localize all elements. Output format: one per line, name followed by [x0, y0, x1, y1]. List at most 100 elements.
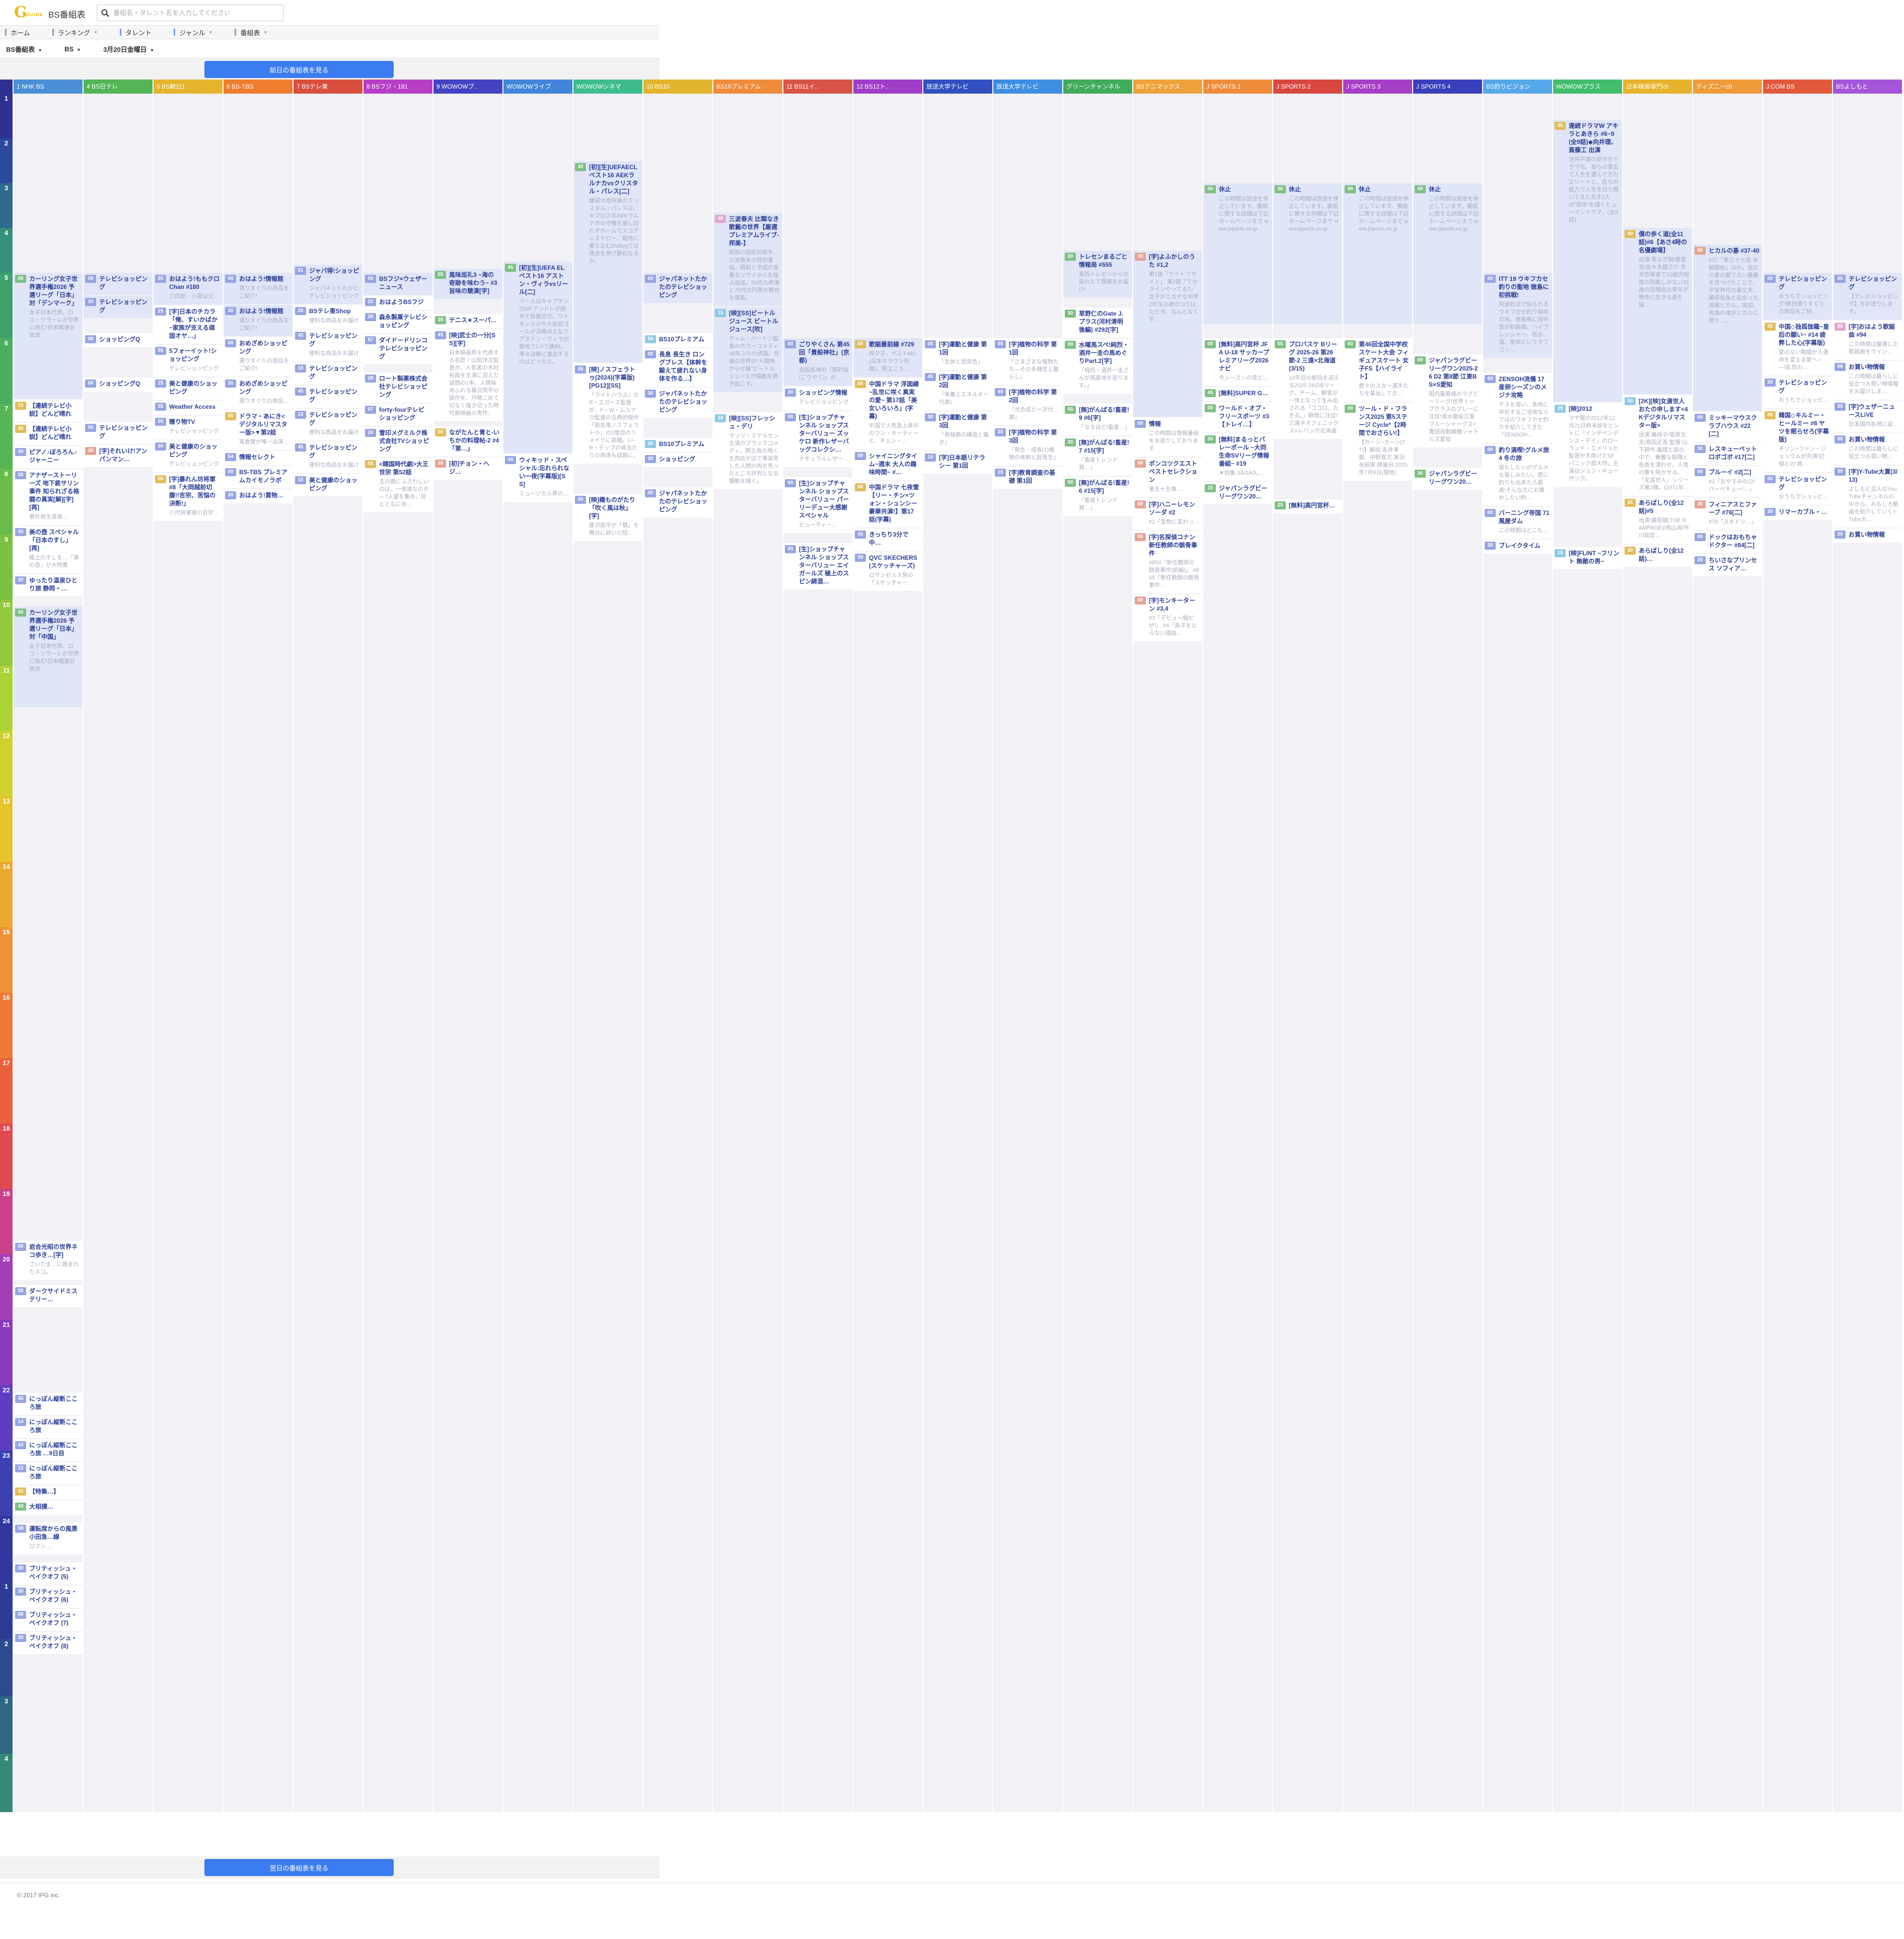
program-title[interactable]: 中国◇独孤伽羅~皇后の願い~ #14 疲弊した心(字幕版) — [1779, 323, 1829, 346]
program-title[interactable]: ブレイクタイム — [1499, 542, 1541, 549]
program-title[interactable]: 情報セレクト — [239, 454, 276, 461]
program-title[interactable]: テレビショッピング — [99, 299, 148, 314]
program-title[interactable]: [字]Y-Tube大賞(3/13) — [1849, 468, 1898, 483]
channel-header-3[interactable]: 6 BS-TBS — [224, 80, 292, 94]
program-title[interactable]: お買い物情報 — [1849, 436, 1885, 443]
channel-header-20[interactable]: J SPORTS 4 — [1413, 80, 1482, 94]
date-select[interactable]: 3月20日金曜日 ▼ — [103, 45, 155, 53]
nav-item-0[interactable]: ホーム — [0, 26, 47, 39]
program-title[interactable]: [字]モンキーターン #3,4 — [1149, 597, 1195, 612]
program-title[interactable]: お買い物情報 — [1849, 363, 1885, 370]
program-title[interactable]: ごりやくさん 第45回「貴船神社」(京都) — [799, 341, 850, 364]
program-title[interactable]: BSフジ×ウェザーニュース — [379, 275, 427, 290]
program-title[interactable]: ウィキッド・スペシャル:忘れられない一夜(字幕版)[SS] — [519, 457, 569, 488]
program-title[interactable]: [映]橋ものがたり「吹く風は秋」[字] — [589, 496, 635, 519]
program-title[interactable]: [生]ショップチャンネル ショップスターバリュー エイガールズ 極上のスピン綿混… — [799, 546, 849, 585]
gguide-logo[interactable]: G GUIDE — [14, 5, 43, 20]
program-title[interactable]: ながたんと青と-いちかの料理帖-2 #4「第…」 — [449, 429, 499, 452]
program-title[interactable]: ブリティッシュ・ベイクオフ (5) — [29, 1565, 78, 1580]
program-title[interactable]: [映][SS]フレッシュ・デリ — [729, 415, 775, 430]
nav-item-4[interactable]: 番組表 ▼ — [230, 26, 284, 39]
program-title[interactable]: 三波春夫 比類なき歌藝の世界【厳選プレミアムライブ-邦楽-】 — [729, 215, 779, 247]
program-title[interactable]: あらばしり(全12話)… — [1639, 547, 1684, 562]
program-title[interactable]: おはようBSフジ — [379, 299, 424, 306]
program-title[interactable]: 5フォーイット!ショッピング — [169, 347, 217, 362]
program-title[interactable]: 僕の歩く道(全11話)#6【あさ4時の名優劇場】 — [1639, 231, 1688, 254]
program-title[interactable]: ショッピング — [659, 456, 696, 463]
program-title[interactable]: 釣り満喫!グルメ旅 4 冬の旅 — [1499, 446, 1549, 462]
channel-header-21[interactable]: BS釣りビジョン — [1483, 80, 1552, 94]
program-title[interactable]: ブリティッシュ・ベイクオフ (6) — [29, 1588, 78, 1603]
program-title[interactable]: [字]植物の科学 第3回 — [1009, 429, 1057, 444]
program-title[interactable]: 中国ドラマ 浮図縁~乱世に咲く真実の愛~ 第17話「美女いろいろ」(字幕) — [869, 381, 919, 420]
program-title[interactable]: テレビショッピング — [1779, 379, 1827, 394]
program-title[interactable]: [字]日本のチカラ「俺、すいかばか~家族が支える頑固オヤ…」 — [169, 308, 218, 339]
program-title[interactable]: 雪印メグミルク株式会社TVショッピング — [379, 429, 429, 453]
program-title[interactable]: ジャパネットたかたのテレビショッピング — [659, 275, 708, 299]
program-title[interactable]: [字]よふかしのうた #1,2 — [1149, 253, 1195, 268]
program-title[interactable]: カーリング女子世界選手権2026 予選リーグ「日本」対「デンマーク」 — [29, 275, 78, 307]
program-title[interactable]: テレビショッピング — [309, 388, 358, 403]
program-title[interactable]: 第46回全国中学校スケート大会 フィギュアスケート 女子FS【ハイライト】 — [1359, 341, 1409, 380]
channel-header-15[interactable]: グリーンチャンネル — [1063, 80, 1132, 94]
program-title[interactable]: [字]おはよう歌謡曲 #94 — [1849, 323, 1895, 338]
program-title[interactable]: ちいさなプリンセス ソフィア… — [1709, 557, 1757, 572]
program-title[interactable]: テレビショッピング — [309, 332, 358, 347]
program-title[interactable]: 美の壺 スペシャル「日本のすし」[再] — [29, 529, 79, 552]
program-title[interactable]: おはよう!ももクロChan #180 — [169, 275, 219, 290]
next-day-button[interactable]: 翌日の番組表を見る — [204, 1859, 394, 1876]
program-title[interactable]: [映]ノスフェラトゥ(2024)(字幕版)[PG12][SS] — [589, 366, 635, 389]
program-title[interactable]: ITT 19 ウキフカセ釣りの聖地 徳島に初挑戦! — [1499, 275, 1549, 299]
channel-header-23[interactable]: 日本映画専門ch — [1623, 80, 1692, 94]
program-title[interactable]: 風味巡礼3 ~海の奇跡を味わう~ #3 旨味の競演[字] — [449, 271, 497, 294]
program-title[interactable]: バーニング帝国 71 風屋ダム — [1499, 509, 1550, 525]
program-title[interactable]: ミッキーマウスクラブハウス #22[二] — [1709, 414, 1757, 437]
program-title[interactable]: ZENSOH流儀 17 産卵シーズンのメジナ攻略 — [1499, 376, 1547, 399]
channel-header-19[interactable]: J SPORTS 3 — [1343, 80, 1412, 94]
program-title[interactable]: ジャパネットたかたのテレビショッピング — [659, 390, 708, 413]
program-title[interactable]: おはよう!情報館 — [239, 308, 283, 315]
program-title[interactable]: [字]植物の科学 第1回 — [1009, 341, 1057, 356]
program-title[interactable]: 森永製菓テレビショッピング — [379, 314, 428, 329]
program-title[interactable]: [字]日本語リテラシー 第1回 — [939, 454, 985, 469]
program-title[interactable]: ブリティッシュ・ベイクオフ (7) — [29, 1611, 78, 1626]
program-title[interactable]: 長息 長生き ロングブレス【体幹を鍛えて疲れない身体を作る…】 — [659, 351, 708, 382]
program-title[interactable]: <韓国時代劇>大王世宗 第52話 — [379, 461, 429, 476]
program-title[interactable]: ポンコツクエスト ベストセレクション — [1149, 460, 1198, 483]
program-title[interactable]: [字]植物の科学 第2回 — [1009, 389, 1057, 404]
program-title[interactable]: おはよう!情報館 — [239, 275, 283, 282]
program-title[interactable]: ジャパネットたかたのテレビショッピング — [659, 490, 708, 513]
program-title[interactable]: [無]がんばる!畜産!6 #15[字] — [1079, 479, 1129, 494]
program-title[interactable]: シャイニングタイム~週末 大人の趣味時間~ #… — [869, 453, 918, 476]
program-title[interactable]: アナザーストーリーズ 地下鉄サリン事件 知られざる格闘の真実[解][字][再] — [29, 472, 80, 511]
program-title[interactable]: [生]ショップチャンネル ショップスターバリュー ズッケロ 新作レザーバッグコレ… — [799, 414, 849, 453]
program-title[interactable]: [字]ハニーレモンソーダ #2 — [1149, 501, 1195, 516]
program-title[interactable]: あらばしり(全12話)#5 — [1639, 499, 1684, 514]
channel-header-26[interactable]: BSよしもと — [1833, 80, 1902, 94]
channel-header-22[interactable]: WOWOWプラス — [1553, 80, 1622, 94]
program-title[interactable]: 岩合光昭の世界ネコ歩き…[字] — [29, 1243, 78, 1258]
program-title[interactable]: [映]武士の一分[SS][字] — [449, 332, 495, 347]
program-title[interactable]: お買い物情報 — [1849, 531, 1885, 538]
program-title[interactable]: ダークサイドミステリー… — [29, 1288, 78, 1303]
program-title[interactable]: [無料]高円宮杯… — [1289, 502, 1335, 509]
program-title[interactable]: おはよう!買物… — [239, 492, 283, 499]
program-title[interactable]: ショッピングQ — [99, 336, 140, 343]
program-title[interactable]: [2K][映]女渡世人 おたの申します<4Kデジタルリマスター版> — [1639, 398, 1688, 429]
program-title[interactable]: 休止 — [1289, 186, 1301, 193]
program-title[interactable]: QVC SKECHERS(スケッチャーズ) — [869, 554, 918, 569]
program-title[interactable]: テレビショッピング — [99, 424, 148, 439]
program-title[interactable]: [無料]SUPER G… — [1219, 390, 1269, 397]
program-title[interactable]: ショッピングQ — [99, 380, 140, 387]
nav-item-1[interactable]: ランキング ▼ — [47, 26, 115, 39]
program-title[interactable]: レスキューペット ロボゴボ #17[二] — [1709, 445, 1757, 461]
nav-item-2[interactable]: タレント — [115, 26, 169, 39]
program-title[interactable]: ブリティッシュ・ベイクオフ (8) — [29, 1634, 78, 1650]
program-title[interactable]: にっぽん縦断こころ旅 — [29, 1395, 78, 1410]
search-input[interactable] — [113, 9, 279, 17]
channel-header-14[interactable]: 放送大学テレビ — [993, 80, 1062, 94]
program-title[interactable]: カーリング女子世界選手権2026 予選リーグ「日本」対「中国」 — [29, 609, 78, 640]
program-title[interactable]: ワールド・オブ・フリースポーツ #3【トレイ…】 — [1219, 405, 1269, 428]
program-title[interactable]: BS10プレミアム — [659, 440, 705, 448]
program-title[interactable]: 情報 — [1149, 420, 1161, 427]
